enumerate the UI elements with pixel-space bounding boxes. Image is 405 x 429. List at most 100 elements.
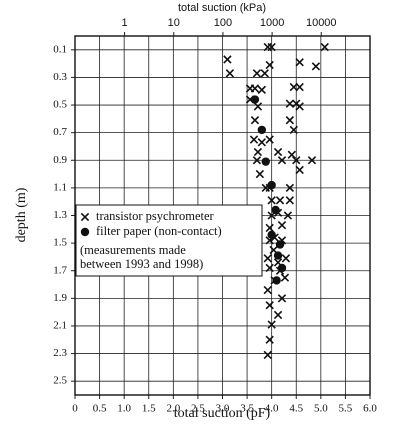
cross-marker xyxy=(265,135,274,144)
y-tick-label: 0.1 xyxy=(53,43,67,55)
cross-marker xyxy=(250,84,260,93)
dot-marker xyxy=(257,125,267,135)
cross-marker xyxy=(267,320,276,329)
y-tick-label: 1.9 xyxy=(53,292,67,304)
plot-frame xyxy=(74,35,371,396)
cross-marker xyxy=(285,99,295,108)
dot-marker xyxy=(275,240,285,249)
dot-marker xyxy=(261,157,270,166)
x-tick-label: 4.5 xyxy=(289,403,303,415)
cross-marker xyxy=(285,183,295,193)
cross-marker xyxy=(257,138,266,147)
cross-marker xyxy=(253,147,263,157)
x-tick-label: 1.5 xyxy=(142,403,156,415)
x-axis-title: total suction (pF) xyxy=(174,406,271,421)
cross-marker xyxy=(295,165,304,175)
legend-label: transistor psychrometer xyxy=(96,209,215,223)
cross-marker xyxy=(295,58,304,67)
cross-marker xyxy=(265,301,274,310)
dot-marker xyxy=(267,180,276,190)
annotation: between 1993 and 1998) xyxy=(80,257,203,271)
x2-tick-label: 1000 xyxy=(260,17,284,29)
cross-marker xyxy=(267,196,276,205)
y-tick-label: 2.3 xyxy=(53,347,67,359)
dot-marker xyxy=(250,95,260,104)
cross-marker xyxy=(249,135,259,144)
y-tick-label: 1.7 xyxy=(53,264,67,276)
cross-marker xyxy=(292,156,301,165)
legend-box xyxy=(75,204,263,277)
cross-marker xyxy=(250,116,260,125)
cross-marker xyxy=(223,55,232,64)
x2-tick-label: 10 xyxy=(168,17,180,29)
y-tick-label: 1.5 xyxy=(53,237,67,249)
y-tick-label: 1.1 xyxy=(53,181,67,193)
dot-marker xyxy=(80,227,90,237)
cross-marker xyxy=(255,169,265,179)
legend-label: filter paper (non-contact) xyxy=(96,224,222,238)
x-tick-label: 1.0 xyxy=(117,403,131,415)
cross-marker xyxy=(277,220,287,230)
cross-marker xyxy=(252,69,262,78)
y-tick-label: 0.7 xyxy=(53,126,67,138)
cross-marker xyxy=(295,82,304,92)
cross-marker xyxy=(253,102,263,111)
cross-marker xyxy=(277,294,287,303)
cross-marker xyxy=(263,350,272,360)
cross-marker xyxy=(280,273,290,282)
x2-tick-label: 10000 xyxy=(306,17,337,29)
cross-marker xyxy=(295,102,304,111)
x2-axis-title: total suction (kPa) xyxy=(178,2,266,14)
y-axis-title: depth (m) xyxy=(14,187,29,242)
x-tick-label: 5.0 xyxy=(314,403,328,415)
dot-marker xyxy=(277,263,287,273)
y-tick-label: 2.5 xyxy=(53,375,67,387)
cross-marker xyxy=(267,42,276,52)
dot-marker xyxy=(271,205,280,215)
x2-tick-label: 100 xyxy=(214,17,232,29)
x-tick-label: 2.5 xyxy=(191,403,205,415)
cross-marker xyxy=(320,42,329,52)
cross-marker xyxy=(257,85,266,95)
cross-marker xyxy=(263,254,272,263)
x-tick-label: 6.0 xyxy=(363,403,377,415)
y-tick-label: 0.3 xyxy=(53,71,67,83)
cross-marker xyxy=(252,156,262,165)
cross-marker xyxy=(265,223,274,233)
cross-marker xyxy=(265,335,274,344)
cross-marker xyxy=(283,211,293,220)
x-tick-label: 0.5 xyxy=(93,403,107,415)
cross-marker xyxy=(225,69,235,78)
cross-marker xyxy=(273,147,283,157)
cross-marker xyxy=(281,254,291,263)
cross-marker xyxy=(260,69,269,78)
x-tick-label: 2.0 xyxy=(166,403,180,415)
cross-marker xyxy=(265,60,274,70)
y-tick-label: 0.9 xyxy=(53,154,67,166)
cross-marker xyxy=(277,156,287,165)
cross-marker xyxy=(285,116,295,125)
x-tick-label: 5.5 xyxy=(339,403,353,415)
cross-marker xyxy=(275,196,285,205)
dot-marker xyxy=(272,276,281,285)
cross-marker xyxy=(289,125,298,135)
annotation: (measurements made xyxy=(80,243,186,257)
cross-marker xyxy=(263,285,272,295)
cross-marker xyxy=(285,196,295,205)
x-tick-label: 3.0 xyxy=(216,403,230,415)
dot-marker xyxy=(273,251,283,260)
y-tick-label: 1.3 xyxy=(53,209,67,221)
x-tick-label: 3.5 xyxy=(240,403,254,415)
dot-marker xyxy=(267,230,276,240)
x-tick-label: 0 xyxy=(72,403,78,415)
cross-marker xyxy=(265,263,274,273)
cross-marker xyxy=(80,212,90,222)
x2-tick-label: 1 xyxy=(122,17,128,29)
cross-marker xyxy=(311,62,321,71)
cross-marker xyxy=(273,310,283,320)
cross-marker xyxy=(307,156,317,165)
y-tick-label: 0.5 xyxy=(53,99,67,111)
y-tick-label: 2.1 xyxy=(53,319,67,331)
x-tick-label: 4.0 xyxy=(265,403,279,415)
